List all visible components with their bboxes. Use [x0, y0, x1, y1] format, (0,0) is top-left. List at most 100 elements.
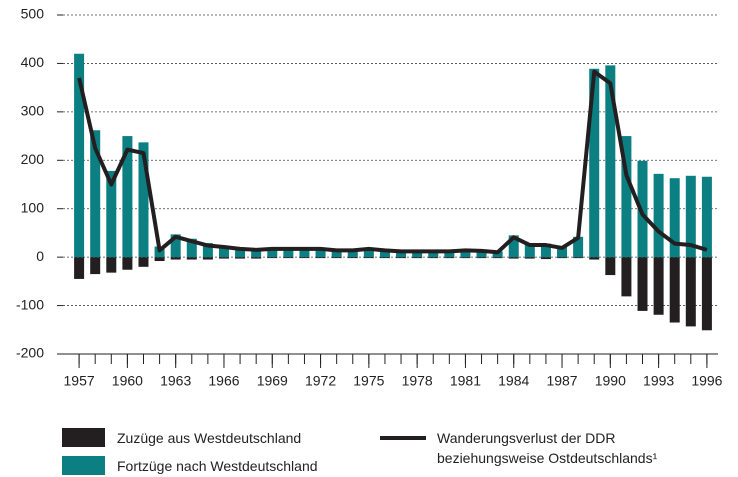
bar: [701, 176, 712, 258]
bar: [428, 250, 439, 258]
bar: [460, 257, 471, 259]
bar: [138, 142, 149, 258]
bar: [476, 249, 487, 258]
bar: [299, 257, 310, 259]
bar: [90, 130, 101, 258]
bar: [492, 257, 503, 259]
bar: [379, 249, 390, 258]
bar: [122, 257, 133, 270]
bar: [460, 248, 471, 258]
legend-label: Wanderungsverlust der DDR beziehungsweis…: [437, 430, 658, 466]
bar: [524, 243, 535, 258]
x-tick-label: 1972: [305, 373, 336, 389]
bar: [444, 250, 455, 258]
x-tick-label: 1960: [112, 373, 143, 389]
x-tick-label: 1984: [498, 373, 529, 389]
bar: [701, 257, 712, 331]
bar: [412, 250, 423, 258]
bar: [379, 257, 390, 259]
bar: [396, 257, 407, 259]
bar: [444, 257, 455, 259]
bar: [347, 248, 358, 258]
y-tick-label: 500: [21, 6, 45, 22]
bar: [315, 248, 326, 258]
legend-swatch: [62, 428, 105, 447]
x-tick-label: 1966: [208, 373, 239, 389]
bar: [218, 257, 229, 259]
bar: [412, 257, 423, 259]
y-tick-label: 400: [21, 54, 45, 70]
bar: [540, 243, 551, 258]
bar: [154, 257, 165, 262]
x-tick-label: 1996: [691, 373, 722, 389]
legend-label: Fortzüge nach Westdeutschland: [117, 458, 318, 474]
bar: [605, 65, 616, 258]
bar: [540, 257, 551, 260]
bar: [202, 243, 213, 258]
bar: [589, 257, 600, 260]
bar: [235, 257, 246, 259]
bar: [251, 257, 262, 259]
bar: [106, 257, 117, 273]
bar: [170, 257, 181, 260]
bar: [621, 136, 632, 258]
bar: [573, 257, 584, 259]
bar: [669, 178, 680, 258]
bar: [251, 248, 262, 258]
y-tick-label: 0: [36, 248, 44, 264]
bar: [267, 247, 278, 258]
y-tick-label: -100: [16, 296, 44, 312]
bar: [428, 257, 439, 259]
bar: [508, 235, 519, 258]
bar: [476, 257, 487, 259]
bar: [347, 257, 358, 259]
bar: [299, 248, 310, 258]
bar: [331, 249, 342, 258]
y-tick-label: -200: [16, 345, 44, 361]
x-tick-label: 1981: [450, 373, 481, 389]
bar: [315, 257, 326, 259]
bar: [186, 257, 197, 260]
bar: [653, 173, 664, 258]
bar: [605, 257, 616, 276]
x-tick-label: 1993: [643, 373, 674, 389]
bar: [396, 250, 407, 258]
bar: [122, 136, 133, 258]
x-tick-label: 1975: [353, 373, 384, 389]
bar: [202, 257, 213, 260]
y-tick-label: 200: [21, 151, 45, 167]
x-tick-label: 1963: [160, 373, 191, 389]
bar: [637, 160, 648, 258]
bar: [267, 257, 278, 259]
x-tick-label: 1987: [546, 373, 577, 389]
bar: [508, 257, 519, 259]
bar: [74, 257, 85, 279]
bar: [685, 175, 696, 258]
bar: [186, 238, 197, 258]
bar: [669, 257, 680, 323]
bar: [363, 248, 374, 258]
legend-label: Zuzüge aus Westdeutschland: [117, 430, 302, 446]
bar: [235, 247, 246, 258]
bar: [557, 246, 568, 258]
bar: [74, 53, 85, 258]
bar: [283, 248, 294, 258]
bar: [524, 257, 535, 259]
bar: [557, 257, 568, 259]
legend-swatch: [62, 456, 105, 475]
bar: [218, 245, 229, 258]
bar: [138, 257, 149, 267]
bar: [283, 257, 294, 259]
bar: [685, 257, 696, 327]
line: [77, 69, 708, 255]
bar: [106, 170, 117, 258]
x-tick-label: 1957: [64, 373, 95, 389]
bar: [589, 68, 600, 258]
bar: [637, 257, 648, 311]
bar: [170, 234, 181, 258]
y-tick-label: 100: [21, 199, 45, 215]
bar: [653, 257, 664, 315]
bar: [331, 257, 342, 259]
